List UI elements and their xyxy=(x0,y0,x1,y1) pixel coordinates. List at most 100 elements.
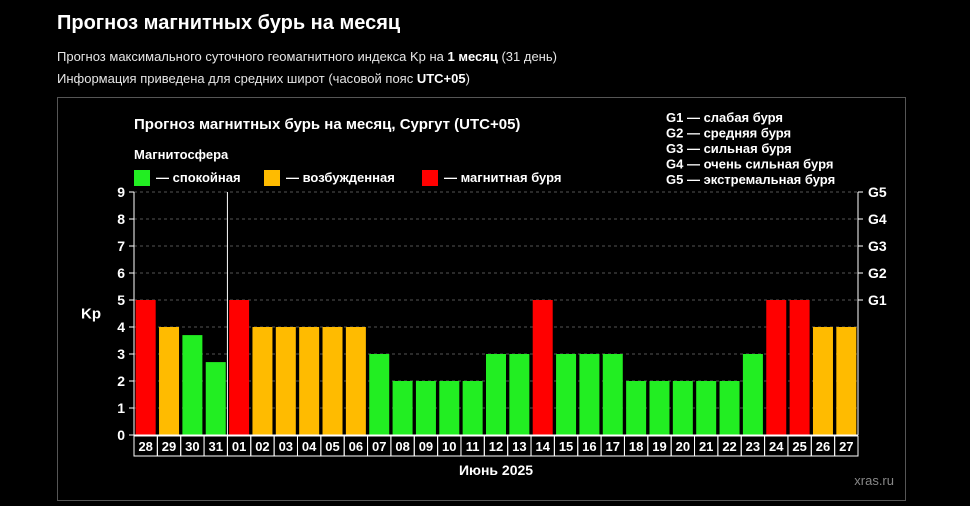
y-tick-label: 1 xyxy=(117,400,125,416)
x-tick-label: 10 xyxy=(442,439,456,454)
forecast-days: (31 день) xyxy=(497,49,557,64)
y-tick-label: 3 xyxy=(117,346,125,362)
y-tick-label: 7 xyxy=(117,238,125,254)
latitude-info-text: Информация приведена для средних широт (… xyxy=(57,71,417,86)
bar-day-09 xyxy=(415,381,436,435)
x-tick-label: 14 xyxy=(535,439,550,454)
bar-day-02 xyxy=(252,327,273,435)
storm-level-2: G3 — сильная буря xyxy=(666,141,792,156)
watermark: xras.ru xyxy=(854,473,894,488)
y-tick-label: 2 xyxy=(117,373,125,389)
bar-day-10 xyxy=(439,381,460,435)
x-tick-label: 11 xyxy=(466,439,480,454)
bar-day-22 xyxy=(719,381,740,435)
x-tick-label: 19 xyxy=(652,439,666,454)
y-tick-label: 4 xyxy=(117,319,125,335)
bar-day-26 xyxy=(812,327,833,435)
x-tick-label: 18 xyxy=(629,439,643,454)
y-tick-label: 0 xyxy=(117,427,125,443)
chart-title: Прогноз магнитных бурь на месяц, Сургут … xyxy=(134,116,520,133)
bar-day-27 xyxy=(836,327,857,435)
x-tick-label: 07 xyxy=(372,439,386,454)
bar-day-15 xyxy=(556,354,577,435)
bar-day-29 xyxy=(159,327,180,435)
legend-title: Магнитосфера xyxy=(134,147,229,162)
x-tick-label: 01 xyxy=(232,439,246,454)
storm-level-4: G5 — экстремальная буря xyxy=(666,172,835,187)
bar-day-04 xyxy=(299,327,320,435)
legend-swatch-1 xyxy=(264,170,280,186)
right-tick-label-G5: G5 xyxy=(868,184,887,200)
x-tick-label: 25 xyxy=(792,439,806,454)
page-title: Прогноз магнитных бурь на месяц xyxy=(57,12,401,34)
x-tick-label: 22 xyxy=(722,439,736,454)
bar-day-18 xyxy=(626,381,647,435)
bar-day-06 xyxy=(345,327,366,435)
x-tick-label: 23 xyxy=(746,439,760,454)
x-tick-label: 24 xyxy=(769,439,784,454)
x-tick-label: 20 xyxy=(676,439,690,454)
legend-swatch-0 xyxy=(134,170,150,186)
right-tick-label-G3: G3 xyxy=(868,238,887,254)
x-tick-label: 15 xyxy=(559,439,573,454)
bar-day-14 xyxy=(532,300,553,435)
x-tick-label: 05 xyxy=(325,439,339,454)
legend-label-1: — возбужденная xyxy=(286,170,395,185)
legend-swatch-2 xyxy=(422,170,438,186)
y-tick-label: 9 xyxy=(117,184,125,200)
right-tick-label-G2: G2 xyxy=(868,265,887,281)
x-tick-label: 08 xyxy=(395,439,409,454)
forecast-description-text: Прогноз максимального суточного геомагни… xyxy=(57,49,448,64)
y-axis-label: Kp xyxy=(81,306,101,323)
bar-day-16 xyxy=(579,354,600,435)
bar-day-20 xyxy=(672,381,693,435)
y-tick-label: 6 xyxy=(117,265,125,281)
x-tick-label: 09 xyxy=(419,439,433,454)
x-tick-label: 02 xyxy=(255,439,269,454)
bar-day-28 xyxy=(135,300,156,435)
x-tick-label: 17 xyxy=(606,439,620,454)
bar-day-21 xyxy=(696,381,717,435)
x-axis-label: Июнь 2025 xyxy=(459,462,533,478)
legend-label-0: — спокойная xyxy=(156,170,241,185)
y-tick-label: 5 xyxy=(117,292,125,308)
bar-day-17 xyxy=(602,354,623,435)
chart-panel: Прогноз магнитных бурь на месяц, Сургут … xyxy=(57,97,906,501)
x-tick-label: 21 xyxy=(699,439,713,454)
x-tick-label: 03 xyxy=(279,439,293,454)
y-tick-label: 8 xyxy=(117,211,125,227)
timezone: UTC+05 xyxy=(416,71,466,86)
bar-day-31 xyxy=(205,362,226,435)
x-tick-label: 16 xyxy=(582,439,596,454)
forecast-period: 1 месяц xyxy=(447,49,498,64)
x-tick-label: 26 xyxy=(816,439,830,454)
bar-day-12 xyxy=(486,354,506,435)
storm-level-1: G2 — средняя буря xyxy=(666,126,791,141)
x-tick-label: 29 xyxy=(162,439,176,454)
bar-day-05 xyxy=(322,327,343,435)
bar-day-25 xyxy=(789,300,810,435)
latitude-info: Информация приведена для средних широт (… xyxy=(57,71,470,86)
bar-day-07 xyxy=(369,354,390,435)
right-tick-label-G4: G4 xyxy=(868,211,887,227)
storm-level-3: G4 — очень сильная буря xyxy=(666,157,833,172)
storm-level-0: G1 — слабая буря xyxy=(666,110,783,125)
x-tick-label: 12 xyxy=(489,439,503,454)
x-tick-label: 13 xyxy=(512,439,526,454)
x-tick-label: 27 xyxy=(839,439,853,454)
bar-day-19 xyxy=(649,381,670,435)
bar-day-01 xyxy=(229,300,250,435)
x-tick-label: 30 xyxy=(185,439,199,454)
right-tick-label-G1: G1 xyxy=(868,292,887,308)
x-tick-box xyxy=(834,435,859,457)
latitude-info-end: ) xyxy=(465,71,470,86)
bar-day-11 xyxy=(462,381,483,435)
x-tick-label: 28 xyxy=(138,439,152,454)
bar-day-08 xyxy=(392,381,413,435)
x-tick-label: 31 xyxy=(209,439,223,454)
legend-label-2: — магнитная буря xyxy=(444,170,561,185)
bar-day-23 xyxy=(742,354,763,435)
bar-day-30 xyxy=(182,335,203,435)
forecast-description: Прогноз максимального суточного геомагни… xyxy=(57,49,557,64)
bar-day-24 xyxy=(766,300,787,435)
